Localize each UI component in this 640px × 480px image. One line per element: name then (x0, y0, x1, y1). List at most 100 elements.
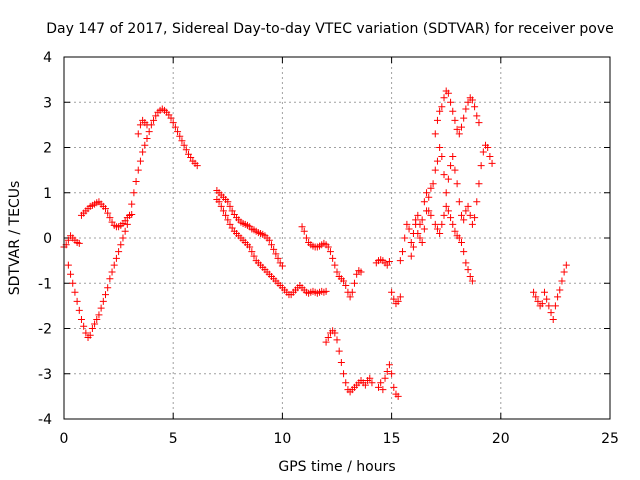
data-point (143, 134, 151, 142)
data-point (547, 309, 555, 317)
data-point (182, 146, 190, 154)
data-point (440, 171, 448, 179)
data-point (176, 132, 184, 140)
data-point (455, 198, 463, 206)
data-point (357, 268, 365, 276)
data-point (538, 300, 546, 308)
data-point (433, 225, 441, 233)
data-point (418, 216, 426, 224)
data-point (416, 234, 424, 242)
data-point (471, 214, 479, 222)
data-point (106, 214, 114, 222)
data-point (326, 248, 334, 256)
chart-title: Day 147 of 2017, Sidereal Day-to-day VTE… (46, 21, 614, 37)
data-point (169, 119, 177, 127)
data-point (104, 209, 112, 217)
data-point (488, 159, 496, 167)
x-tick-label: 25 (601, 431, 619, 447)
data-point (226, 202, 234, 210)
data-point (331, 329, 339, 337)
data-point (388, 288, 396, 296)
data-point (540, 288, 548, 296)
data-point (464, 266, 472, 274)
y-tick-label: 1 (43, 186, 52, 202)
data-point (427, 211, 435, 219)
data-point (444, 207, 452, 215)
data-point (442, 189, 450, 197)
data-point (104, 284, 112, 292)
data-point (368, 379, 376, 387)
data-point (414, 211, 422, 219)
data-point (475, 119, 483, 127)
data-point (340, 277, 348, 285)
data-point (451, 116, 459, 124)
data-point (460, 248, 468, 256)
data-point (75, 239, 83, 247)
data-point (136, 157, 144, 165)
data-point (549, 315, 557, 323)
data-point (187, 153, 195, 161)
data-point (64, 261, 72, 269)
data-point (178, 137, 186, 145)
data-point (342, 282, 350, 290)
data-point (420, 198, 428, 206)
data-point (64, 236, 72, 244)
data-point (130, 189, 138, 197)
data-point (217, 202, 225, 210)
data-point (115, 248, 123, 256)
data-point (407, 252, 415, 260)
data-point (455, 130, 463, 138)
data-point (427, 184, 435, 192)
data-point (139, 148, 147, 156)
data-point (440, 211, 448, 219)
x-tick-label: 10 (273, 431, 291, 447)
data-point (377, 379, 385, 387)
data-point (379, 386, 387, 394)
data-point (451, 227, 459, 235)
data-point (134, 130, 142, 138)
data-point (484, 144, 492, 151)
data-point (67, 270, 75, 278)
data-point (383, 367, 391, 375)
data-point (267, 241, 275, 249)
data-point (101, 291, 109, 299)
data-point (462, 259, 470, 267)
data-point (438, 103, 446, 111)
data-point (333, 268, 341, 276)
data-point (93, 315, 101, 323)
data-point (121, 227, 129, 235)
data-point (462, 105, 470, 113)
data-point (399, 248, 407, 256)
data-point (433, 116, 441, 124)
data-point (106, 275, 114, 283)
data-point (119, 234, 127, 242)
data-point (337, 358, 345, 366)
data-point (117, 241, 125, 249)
data-point (471, 103, 479, 111)
data-point (560, 268, 568, 276)
data-points (60, 87, 570, 400)
y-tick-label: 3 (43, 95, 52, 111)
data-point (429, 180, 437, 188)
data-point (383, 261, 391, 269)
data-point (530, 288, 538, 296)
x-tick-label: 20 (492, 431, 510, 447)
data-point (167, 114, 175, 122)
data-point (224, 216, 232, 224)
data-point (431, 166, 439, 174)
data-point (403, 220, 411, 228)
plot-frame (63, 56, 611, 420)
data-point (226, 220, 234, 228)
y-tick-label: 0 (43, 231, 52, 247)
data-point (431, 220, 439, 228)
data-point (342, 379, 350, 387)
data-point (388, 370, 396, 378)
data-point (457, 211, 465, 219)
data-point (88, 325, 96, 332)
data-point (69, 279, 77, 287)
data-point (436, 144, 444, 151)
data-point (274, 254, 282, 262)
data-point (193, 162, 201, 170)
y-tick-label: -1 (38, 276, 52, 292)
data-point (246, 243, 254, 251)
